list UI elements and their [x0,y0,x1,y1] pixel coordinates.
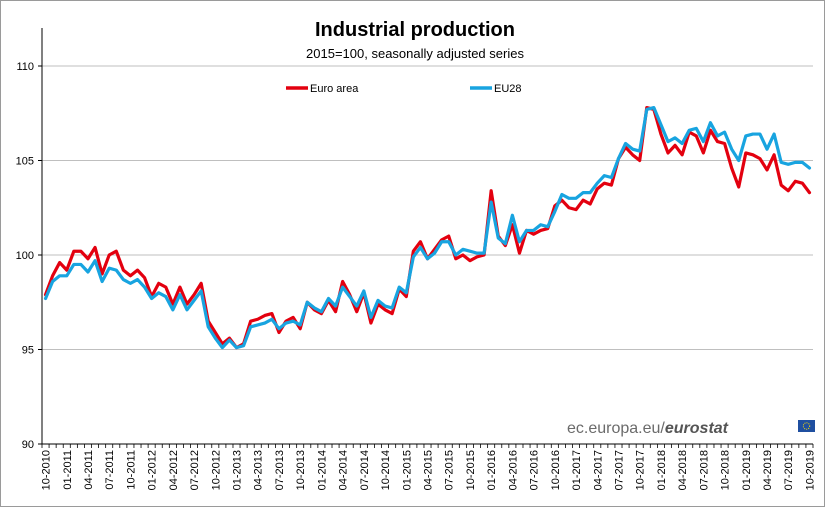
x-tick-label: 04-2014 [338,450,350,490]
axes [38,28,814,448]
x-tick-label: 10-2014 [380,450,392,490]
eu-flag-icon [798,420,815,432]
y-tick-label: 105 [16,156,34,168]
legend-label-eu28: EU28 [494,83,522,95]
x-tick-label: 04-2013 [253,450,265,490]
x-tick-label: 04-2015 [423,450,435,490]
y-tick-label: 90 [22,439,34,451]
x-tick-label: 01-2018 [656,450,668,490]
x-tick-label: 01-2019 [741,450,753,490]
x-tick-label: 01-2012 [147,450,159,490]
y-tick-label: 100 [16,250,34,262]
x-tick-label: 07-2014 [359,450,371,490]
x-tick-label: 07-2018 [698,450,710,490]
x-tick-label: 10-2017 [635,450,647,490]
svg-text:ec.europa.eu/eurostat: ec.europa.eu/eurostat [567,420,729,437]
x-tick-label: 10-2012 [210,450,222,490]
chart-subtitle: 2015=100, seasonally adjusted series [306,46,524,61]
x-tick-label: 01-2016 [486,450,498,490]
x-tick-label: 10-2019 [804,450,816,490]
x-tick-label: 10-2011 [125,450,137,490]
x-tick-label: 04-2011 [83,450,95,490]
x-tick-label: 07-2017 [613,450,625,490]
legend-label-euro-area: Euro area [310,83,359,95]
x-tick-label: 07-2012 [189,450,201,490]
x-tick-label: 10-2016 [550,450,562,490]
x-tick-label: 10-2010 [41,450,53,490]
series-line-eu28 [43,105,812,350]
x-tick-label: 01-2013 [232,450,244,490]
x-tick-label: 01-2011 [62,450,74,490]
x-tick-label: 04-2019 [762,450,774,490]
x-tick-labels: 10-2010 01-2011 04-2011 07-2011 10-2011 01-20… [41,450,817,490]
x-tick-label: 01-2017 [571,450,583,490]
x-tick-label: 04-2018 [677,450,689,490]
x-tick-label: 10-2018 [720,450,732,490]
x-tick-label: 07-2016 [529,450,541,490]
x-tick-label: 01-2015 [401,450,413,490]
x-tick-label: 04-2017 [592,450,604,490]
x-tick-label: 07-2019 [783,450,795,490]
x-tick-label: 01-2014 [316,450,328,490]
series-line-euro-area [43,105,812,350]
grid-lines [42,65,813,350]
x-tick-label: 10-2015 [465,450,477,490]
x-tick-label: 04-2012 [168,450,180,490]
source-prefix: ec.europa.eu/ [567,420,665,437]
x-tick-label: 07-2015 [444,450,456,490]
chart-title: Industrial production [315,19,515,41]
source-attribution: ec.europa.eu/eurostat [567,420,815,437]
y-tick-labels: 90 95 100 105 110 [16,61,34,451]
x-tick-label: 10-2013 [295,450,307,490]
data-series [43,105,812,350]
x-tick-label: 04-2016 [507,450,519,490]
y-tick-label: 110 [16,61,34,73]
source-brand: eurostat [665,420,729,437]
x-tick-label: 07-2011 [104,450,116,490]
x-tick-label: 07-2013 [274,450,286,490]
y-tick-label: 95 [22,345,34,357]
legend: Euro area EU28 [286,83,522,95]
